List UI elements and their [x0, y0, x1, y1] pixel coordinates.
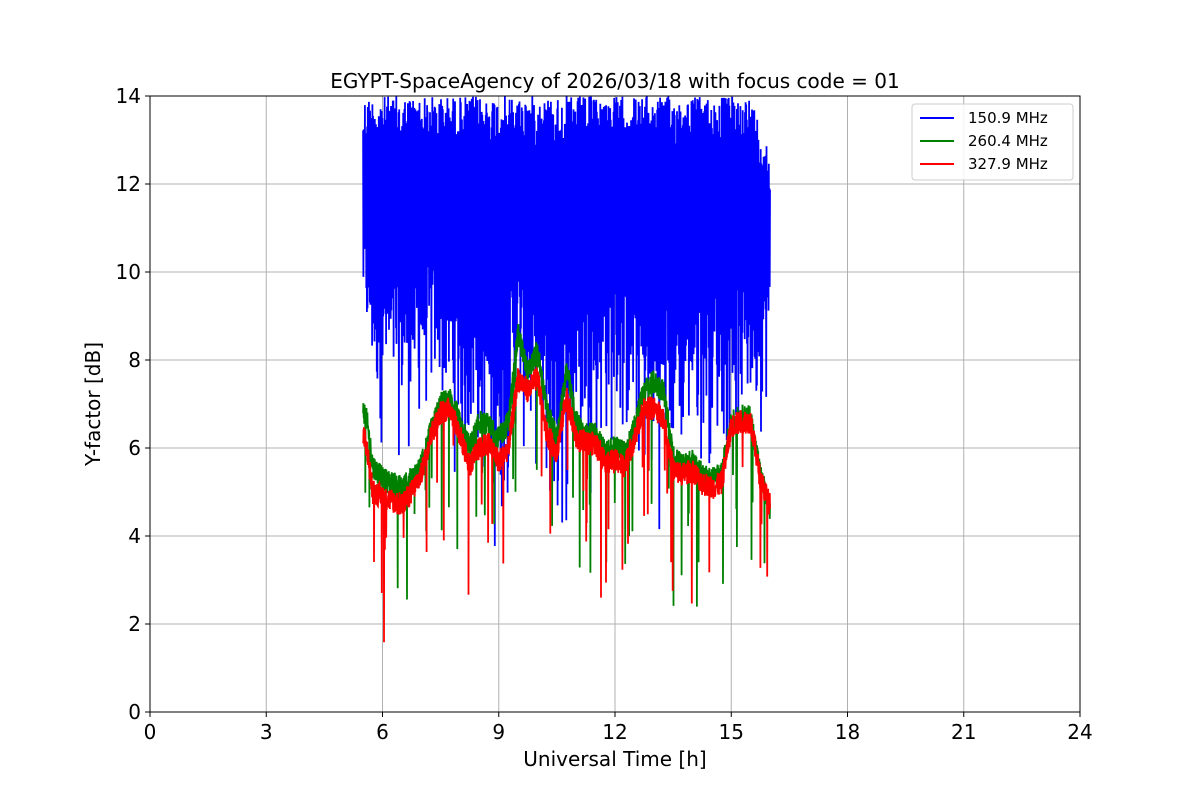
y-tick-label: 10 — [116, 260, 141, 284]
series-line-260-4-mhz — [362, 324, 771, 607]
x-tick-label: 3 — [260, 720, 273, 744]
chart-title: EGYPT-SpaceAgency of 2026/03/18 with foc… — [330, 69, 899, 93]
x-tick-label: 21 — [951, 720, 976, 744]
series-line-327-9-mhz — [362, 365, 771, 643]
y-tick-label: 14 — [116, 84, 141, 108]
y-tick-label: 6 — [128, 436, 141, 460]
legend-label-327-9-mhz: 327.9 MHz — [968, 155, 1048, 173]
legend: 150.9 MHz 260.4 MHz 327.9 MHz — [911, 103, 1074, 181]
x-tick-label: 9 — [492, 720, 505, 744]
y-axis-label: Y-factor [dB] — [81, 342, 105, 467]
y-tick-label: 4 — [128, 524, 141, 548]
x-tick-label: 18 — [835, 720, 860, 744]
x-tick-label: 0 — [144, 720, 157, 744]
y-tick-label: 12 — [116, 172, 141, 196]
legend-box — [911, 103, 1074, 181]
y-tick-label: 2 — [128, 612, 141, 636]
x-axis-label: Universal Time [h] — [523, 747, 706, 771]
x-tick-label: 12 — [602, 720, 627, 744]
x-tick-label: 24 — [1067, 720, 1092, 744]
legend-label-260-4-mhz: 260.4 MHz — [968, 132, 1048, 150]
y-tick-label: 8 — [128, 348, 141, 372]
x-tick-label: 6 — [376, 720, 389, 744]
x-tick-label: 15 — [719, 720, 744, 744]
legend-label-150-9-mhz: 150.9 MHz — [968, 109, 1048, 127]
y-tick-label: 0 — [128, 700, 141, 724]
